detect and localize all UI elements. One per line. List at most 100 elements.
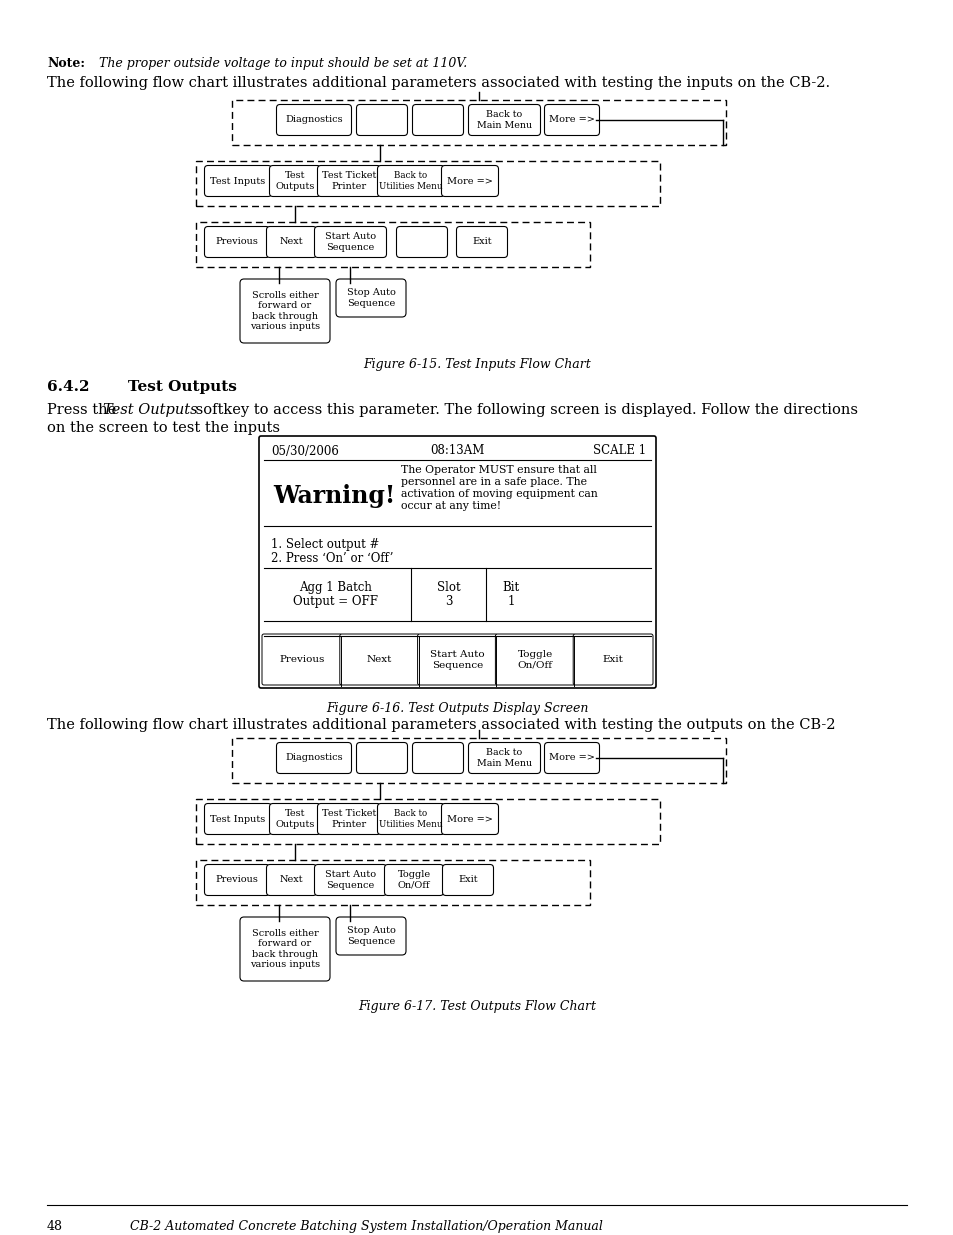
FancyBboxPatch shape bbox=[314, 864, 386, 895]
FancyBboxPatch shape bbox=[204, 864, 269, 895]
Text: Test Outputs: Test Outputs bbox=[128, 380, 236, 394]
Text: 6.4.2: 6.4.2 bbox=[47, 380, 90, 394]
Text: activation of moving equipment can: activation of moving equipment can bbox=[400, 489, 598, 499]
FancyBboxPatch shape bbox=[204, 226, 269, 258]
Text: Test Inputs: Test Inputs bbox=[211, 177, 265, 185]
Text: Note:: Note: bbox=[47, 57, 85, 70]
Text: Diagnostics: Diagnostics bbox=[285, 753, 342, 762]
Text: Scrolls either
forward or
back through
various inputs: Scrolls either forward or back through v… bbox=[250, 291, 319, 331]
Text: Next: Next bbox=[367, 656, 392, 664]
Text: Stop Auto
Sequence: Stop Auto Sequence bbox=[346, 288, 395, 308]
Text: Toggle
On/Off: Toggle On/Off bbox=[517, 651, 553, 669]
FancyBboxPatch shape bbox=[335, 918, 406, 955]
Text: Test
Outputs: Test Outputs bbox=[275, 172, 314, 190]
Text: Start Auto
Sequence: Start Auto Sequence bbox=[430, 651, 484, 669]
Text: Test Outputs: Test Outputs bbox=[103, 403, 197, 417]
Text: softkey to access this parameter. The following screen is displayed. Follow the : softkey to access this parameter. The fo… bbox=[191, 403, 857, 417]
FancyBboxPatch shape bbox=[495, 634, 575, 685]
FancyBboxPatch shape bbox=[269, 804, 320, 835]
FancyBboxPatch shape bbox=[266, 864, 316, 895]
FancyBboxPatch shape bbox=[262, 634, 341, 685]
Text: 1. Select output #: 1. Select output # bbox=[271, 538, 379, 551]
Bar bbox=[232, 739, 725, 783]
Text: More =>: More => bbox=[549, 116, 595, 125]
Text: Toggle
On/Off: Toggle On/Off bbox=[397, 871, 430, 889]
FancyBboxPatch shape bbox=[204, 804, 272, 835]
Text: Stop Auto
Sequence: Stop Auto Sequence bbox=[346, 926, 395, 946]
Text: Previous: Previous bbox=[215, 876, 258, 884]
Bar bbox=[195, 860, 589, 905]
Bar bbox=[195, 799, 659, 844]
Text: Figure 6-17. Test Outputs Flow Chart: Figure 6-17. Test Outputs Flow Chart bbox=[357, 1000, 596, 1013]
Text: 05/30/2006: 05/30/2006 bbox=[271, 445, 338, 457]
Text: Bit: Bit bbox=[502, 580, 519, 594]
Text: 48: 48 bbox=[47, 1220, 63, 1233]
FancyBboxPatch shape bbox=[468, 105, 540, 136]
FancyBboxPatch shape bbox=[269, 165, 320, 196]
FancyBboxPatch shape bbox=[456, 226, 507, 258]
Text: 2. Press ‘On’ or ‘Off’: 2. Press ‘On’ or ‘Off’ bbox=[271, 552, 393, 564]
FancyBboxPatch shape bbox=[468, 742, 540, 773]
Text: Exit: Exit bbox=[472, 237, 492, 247]
Text: Previous: Previous bbox=[279, 656, 324, 664]
Text: on the screen to test the inputs: on the screen to test the inputs bbox=[47, 421, 280, 435]
FancyBboxPatch shape bbox=[573, 634, 652, 685]
Text: Scrolls either
forward or
back through
various inputs: Scrolls either forward or back through v… bbox=[250, 929, 319, 969]
Text: The following flow chart illustrates additional parameters associated with testi: The following flow chart illustrates add… bbox=[47, 77, 829, 90]
Text: The following flow chart illustrates additional parameters associated with testi: The following flow chart illustrates add… bbox=[47, 718, 835, 732]
Text: Test Inputs: Test Inputs bbox=[211, 815, 265, 824]
FancyBboxPatch shape bbox=[339, 634, 419, 685]
FancyBboxPatch shape bbox=[266, 226, 316, 258]
Text: occur at any time!: occur at any time! bbox=[400, 501, 500, 511]
FancyBboxPatch shape bbox=[258, 436, 656, 688]
Text: Test
Outputs: Test Outputs bbox=[275, 809, 314, 829]
Bar bbox=[195, 222, 589, 267]
Text: 08:13AM: 08:13AM bbox=[430, 445, 484, 457]
Text: 3: 3 bbox=[445, 595, 453, 608]
FancyBboxPatch shape bbox=[412, 742, 463, 773]
FancyBboxPatch shape bbox=[384, 864, 443, 895]
Text: Output = OFF: Output = OFF bbox=[294, 595, 378, 608]
Text: Back to
Utilities Menu: Back to Utilities Menu bbox=[378, 172, 442, 190]
Text: 1: 1 bbox=[507, 595, 515, 608]
Text: CB-2 Automated Concrete Batching System Installation/Operation Manual: CB-2 Automated Concrete Batching System … bbox=[130, 1220, 602, 1233]
Text: Warning!: Warning! bbox=[273, 484, 395, 508]
FancyBboxPatch shape bbox=[377, 165, 444, 196]
Text: More =>: More => bbox=[549, 753, 595, 762]
Text: Diagnostics: Diagnostics bbox=[285, 116, 342, 125]
FancyBboxPatch shape bbox=[356, 742, 407, 773]
FancyBboxPatch shape bbox=[544, 742, 598, 773]
FancyBboxPatch shape bbox=[240, 279, 330, 343]
Text: Start Auto
Sequence: Start Auto Sequence bbox=[325, 232, 375, 252]
Text: Back to
Utilities Menu: Back to Utilities Menu bbox=[378, 809, 442, 829]
Text: Figure 6-16. Test Outputs Display Screen: Figure 6-16. Test Outputs Display Screen bbox=[326, 701, 588, 715]
FancyBboxPatch shape bbox=[441, 804, 498, 835]
Text: Start Auto
Sequence: Start Auto Sequence bbox=[325, 871, 375, 889]
Text: Exit: Exit bbox=[457, 876, 477, 884]
FancyBboxPatch shape bbox=[335, 279, 406, 317]
FancyBboxPatch shape bbox=[544, 105, 598, 136]
FancyBboxPatch shape bbox=[417, 634, 497, 685]
Text: Next: Next bbox=[279, 876, 303, 884]
FancyBboxPatch shape bbox=[276, 742, 351, 773]
FancyBboxPatch shape bbox=[204, 165, 272, 196]
FancyBboxPatch shape bbox=[240, 918, 330, 981]
Bar bbox=[195, 161, 659, 206]
Text: Next: Next bbox=[279, 237, 303, 247]
Text: personnel are in a safe place. The: personnel are in a safe place. The bbox=[400, 477, 586, 487]
FancyBboxPatch shape bbox=[412, 105, 463, 136]
Text: More =>: More => bbox=[447, 815, 493, 824]
Text: The proper outside voltage to input should be set at 110V.: The proper outside voltage to input shou… bbox=[95, 57, 467, 70]
Text: Figure 6-15. Test Inputs Flow Chart: Figure 6-15. Test Inputs Flow Chart bbox=[363, 358, 590, 370]
FancyBboxPatch shape bbox=[377, 804, 444, 835]
Text: The Operator MUST ensure that all: The Operator MUST ensure that all bbox=[400, 466, 597, 475]
Text: Exit: Exit bbox=[602, 656, 623, 664]
Text: More =>: More => bbox=[447, 177, 493, 185]
Text: Slot: Slot bbox=[436, 580, 460, 594]
Text: Back to
Main Menu: Back to Main Menu bbox=[476, 110, 532, 130]
FancyBboxPatch shape bbox=[317, 165, 380, 196]
FancyBboxPatch shape bbox=[314, 226, 386, 258]
Bar bbox=[232, 100, 725, 144]
Text: SCALE 1: SCALE 1 bbox=[592, 445, 645, 457]
FancyBboxPatch shape bbox=[276, 105, 351, 136]
